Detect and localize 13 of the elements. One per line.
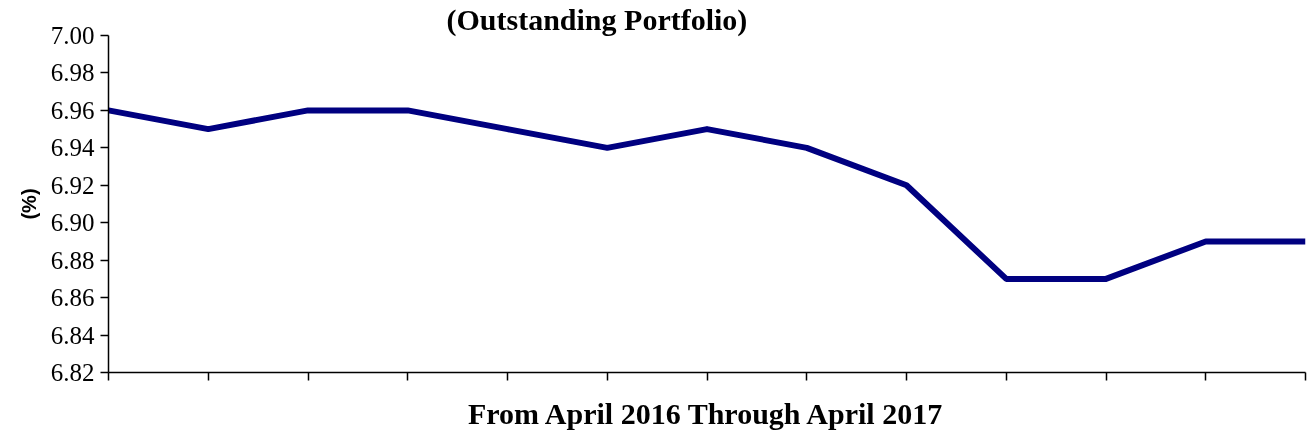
- y-tick-label: 6.86: [50, 284, 95, 312]
- y-tick-label: 6.96: [50, 96, 95, 124]
- y-tick-label: 7.00: [50, 22, 95, 49]
- x-axis-title: From April 2016 Through April 2017: [467, 396, 943, 430]
- y-tick-label: 6.90: [50, 209, 95, 237]
- y-axis-title: (%): [17, 188, 40, 220]
- y-tick-label: 6.92: [50, 171, 95, 199]
- y-tick-label: 6.94: [50, 134, 95, 162]
- y-tick-label: 6.88: [50, 246, 95, 274]
- chart-title: (Outstanding Portfolio): [446, 2, 748, 37]
- y-tick-label: 6.98: [50, 59, 95, 87]
- y-tick-label: 6.82: [50, 359, 95, 386]
- y-tick-label: 6.84: [50, 321, 95, 349]
